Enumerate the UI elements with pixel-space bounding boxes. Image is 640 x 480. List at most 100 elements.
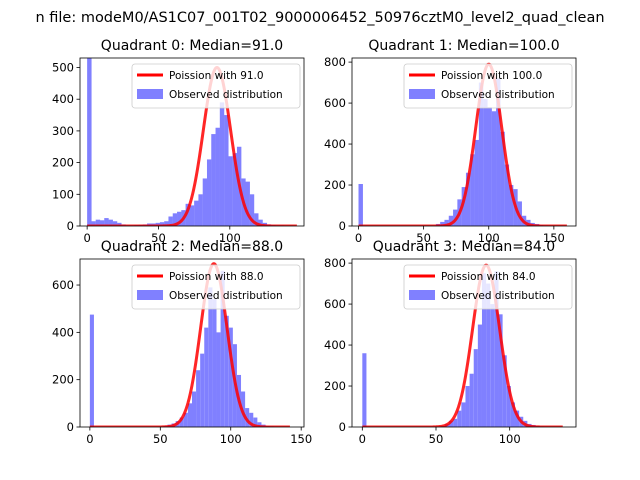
- histogram-bar: [245, 181, 250, 226]
- histogram-bar: [228, 156, 233, 226]
- y-tick-label: 100: [52, 187, 74, 201]
- histogram-bar: [220, 270, 225, 427]
- x-tick-label: 150: [290, 432, 312, 446]
- histogram-bar: [506, 386, 511, 427]
- histogram-bar: [245, 408, 250, 427]
- histogram-bar: [362, 353, 367, 427]
- legend-bar-swatch: [137, 290, 163, 300]
- legend-box: [403, 264, 573, 310]
- legend-bar-swatch: [409, 290, 435, 300]
- histogram-bar: [470, 154, 475, 226]
- histogram-bar: [502, 355, 507, 427]
- axes-frame: [351, 258, 577, 428]
- histogram-bar: [232, 153, 238, 226]
- histogram-bar: [490, 304, 495, 427]
- histogram-bar: [189, 205, 195, 226]
- subplot-title: Quadrant 3: Median=84.0: [373, 239, 555, 255]
- histogram-bar: [168, 216, 173, 226]
- y-tick-label: 300: [52, 124, 74, 138]
- legend-box: [131, 63, 301, 109]
- legend-bar-swatch: [137, 89, 163, 99]
- y-tick-label: 800: [324, 55, 346, 69]
- poisson-curve: [358, 62, 567, 226]
- histogram-bar: [258, 219, 263, 226]
- poisson-curve: [87, 65, 297, 226]
- histogram-bar: [508, 185, 514, 226]
- histogram-bar: [249, 194, 255, 226]
- histogram-bar: [465, 172, 471, 226]
- histogram-bar: [206, 159, 212, 226]
- y-tick-label: 400: [324, 338, 346, 352]
- y-tick-label: 0: [339, 420, 346, 434]
- histogram-bar: [91, 221, 96, 226]
- histogram-bar: [202, 178, 208, 226]
- histogram-bar: [473, 349, 478, 427]
- histogram-bar: [164, 221, 169, 226]
- histogram-bar: [486, 283, 491, 427]
- subplot-title: Quadrant 2: Median=88.0: [101, 239, 283, 255]
- histogram-bar: [159, 222, 165, 226]
- histogram-bar: [249, 412, 254, 427]
- histogram-bar: [183, 412, 188, 427]
- x-tick-label: 0: [86, 432, 93, 446]
- histogram-bars: [362, 271, 557, 427]
- histogram-bar: [194, 200, 199, 226]
- histogram-bar: [172, 213, 178, 226]
- histogram-bar: [211, 134, 216, 226]
- x-tick-label: 50: [416, 231, 431, 245]
- subplot-3: 0 50 100 0 200 400 600 800 Quadrant 3: Median=84…: [324, 239, 577, 446]
- histogram-bar: [510, 402, 515, 427]
- histogram-bar: [200, 353, 205, 427]
- legend-box: [131, 264, 301, 310]
- legend-label-poisson: Poission with 91.0: [169, 70, 264, 82]
- x-tick-label: 50: [151, 231, 166, 245]
- histogram-bar: [444, 219, 449, 226]
- histogram-bar: [224, 315, 229, 427]
- legend-label-poisson: Poission with 84.0: [441, 271, 536, 283]
- axes-frame: [351, 57, 577, 227]
- histogram-bar: [514, 410, 520, 427]
- y-tick-label: 400: [324, 137, 346, 151]
- x-tick-label: 50: [153, 432, 168, 446]
- histogram-bar: [89, 314, 94, 427]
- y-tick-label: 200: [324, 379, 346, 393]
- y-tick-label: 0: [339, 219, 346, 233]
- legend-label-observed: Observed distribution: [169, 89, 283, 101]
- histogram-bar: [254, 213, 259, 226]
- x-tick-label: 0: [355, 231, 362, 245]
- poisson-curve: [89, 262, 290, 427]
- legend-label-poisson: Poission with 88.0: [169, 271, 264, 283]
- histogram-bar: [487, 107, 492, 226]
- histogram-bar: [469, 373, 474, 427]
- histogram-bar: [198, 194, 203, 226]
- x-tick-label: 150: [543, 231, 565, 245]
- poisson-curve: [362, 263, 563, 427]
- histogram-bar: [196, 370, 201, 427]
- legend-label-poisson: Poission with 100.0: [441, 70, 542, 82]
- y-tick-label: 0: [67, 420, 74, 434]
- histogram-bar: [477, 324, 482, 427]
- histogram-bar: [496, 78, 501, 226]
- y-tick-label: 600: [324, 297, 346, 311]
- legend-label-observed: Observed distribution: [441, 89, 555, 101]
- histogram-bar: [448, 215, 454, 226]
- histogram-bar: [112, 221, 118, 226]
- subplot-2: 0 50 100 150 0 200 400 600 Quadrant 2: Median=88…: [52, 239, 312, 446]
- y-tick-label: 200: [324, 178, 346, 192]
- histogram-bar: [185, 203, 191, 226]
- x-tick-label: 100: [499, 432, 521, 446]
- x-tick-label: 50: [429, 432, 444, 446]
- legend: Poission with 91.0 Observed distribution: [131, 63, 301, 109]
- histogram-bar: [453, 418, 458, 427]
- legend: Poission with 88.0 Observed distribution: [131, 264, 301, 310]
- histogram-bar: [358, 184, 363, 226]
- x-tick-label: 100: [219, 231, 241, 245]
- histogram-bar: [257, 422, 262, 427]
- histogram-bar: [187, 403, 192, 427]
- subplot-title: Quadrant 1: Median=100.0: [368, 38, 559, 54]
- histogram-bar: [95, 219, 101, 226]
- histogram-bar: [478, 82, 484, 226]
- subplot-title: Quadrant 0: Median=91.0: [101, 38, 283, 54]
- legend-label-observed: Observed distribution: [169, 290, 283, 302]
